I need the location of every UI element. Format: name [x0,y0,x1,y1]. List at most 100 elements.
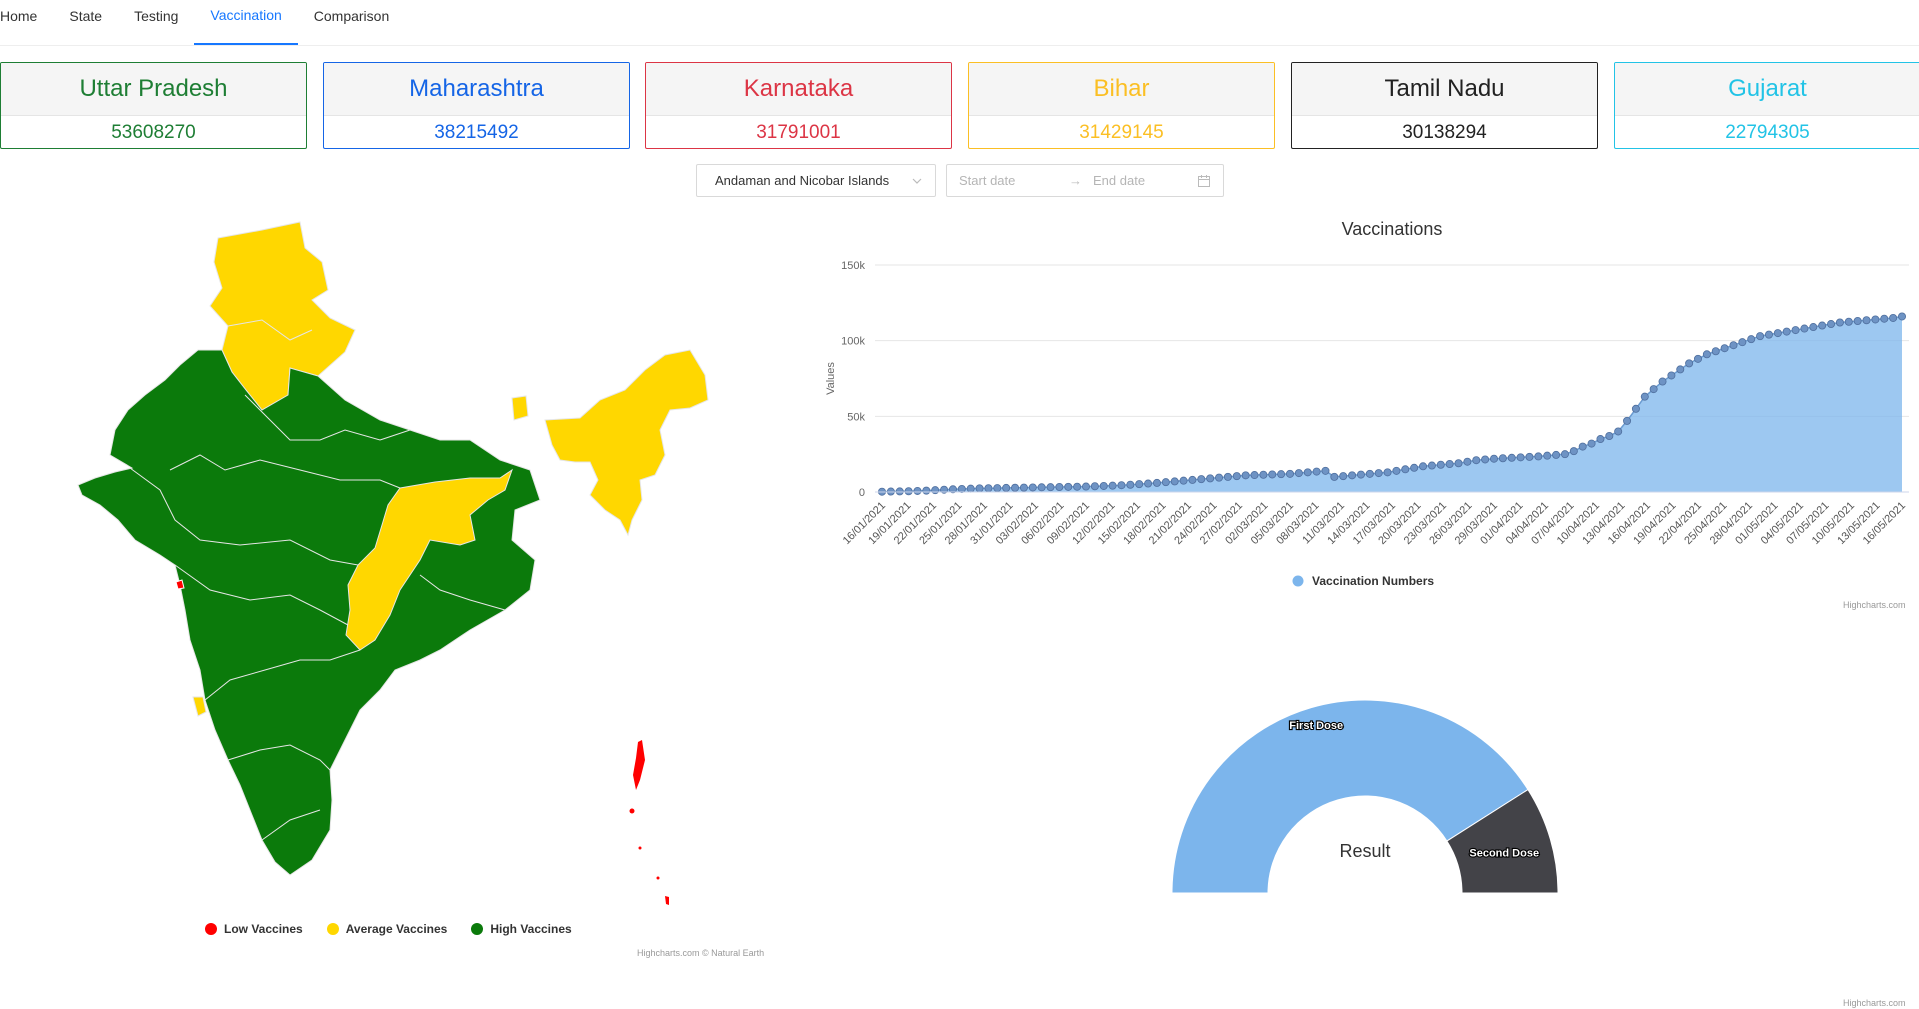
data-point[interactable] [1090,482,1099,491]
date-range-picker[interactable]: Start date → End date [946,164,1224,197]
data-point[interactable] [1525,452,1534,461]
map-region-mainland[interactable] [77,349,541,876]
map-region-andaman[interactable] [633,740,645,790]
data-point[interactable] [1223,472,1232,481]
data-point[interactable] [1552,450,1561,459]
data-point[interactable] [1037,483,1046,492]
data-point[interactable] [1028,483,1037,492]
data-point[interactable] [1108,481,1117,490]
map-legend-item[interactable]: Low Vaccines [205,922,303,936]
data-point[interactable] [1152,478,1161,487]
data-point[interactable] [1126,480,1135,489]
data-point[interactable] [1064,482,1073,491]
data-point[interactable] [1472,456,1481,465]
data-point[interactable] [1676,365,1685,374]
data-point[interactable] [1206,474,1215,483]
data-point[interactable] [1631,404,1640,413]
data-point[interactable] [1161,478,1170,487]
data-point[interactable] [1818,321,1827,330]
data-point[interactable] [1560,450,1569,459]
data-point[interactable] [1436,460,1445,469]
data-point[interactable] [1277,470,1286,479]
map-region-andaman-dot[interactable] [629,808,635,814]
nav-tab-home[interactable]: Home [0,8,38,24]
data-point[interactable] [1410,463,1419,472]
data-point[interactable] [1507,453,1516,462]
data-point[interactable] [1339,472,1348,481]
map-legend-item[interactable]: Average Vaccines [326,922,447,936]
data-point[interactable] [895,487,904,496]
data-point[interactable] [1135,480,1144,489]
map-region-northeast[interactable] [544,349,709,537]
map-legend-item[interactable]: High Vaccines [471,922,572,936]
data-point[interactable] [1578,442,1587,451]
data-point[interactable] [1623,416,1632,425]
data-point[interactable] [1534,452,1543,461]
data-point[interactable] [1596,435,1605,444]
first-dose-slice[interactable] [1171,699,1529,894]
data-point[interactable] [931,486,940,495]
state-card-maharashtra[interactable]: Maharashtra 38215492 [323,62,630,149]
data-point[interactable] [957,484,966,493]
data-point[interactable] [1055,483,1064,492]
data-point[interactable] [1330,472,1339,481]
data-point[interactable] [1729,341,1738,350]
chart-legend-label[interactable]: Vaccination Numbers [1312,574,1434,588]
data-point[interactable] [1383,468,1392,477]
data-point[interactable] [1809,323,1818,332]
nav-tab-vaccination[interactable]: Vaccination [194,0,298,45]
data-point[interactable] [1871,315,1880,324]
data-point[interactable] [1427,461,1436,470]
data-point[interactable] [1764,330,1773,339]
nav-tab-testing[interactable]: Testing [134,8,179,24]
data-point[interactable] [1835,318,1844,327]
data-point[interactable] [1694,354,1703,363]
data-point[interactable] [1232,472,1241,481]
data-point[interactable] [1773,329,1782,338]
data-point[interactable] [1170,477,1179,486]
map-region-nicobar[interactable] [665,896,669,905]
map-region-east-central[interactable] [345,468,513,651]
map-region-goa[interactable] [192,696,207,717]
data-point[interactable] [1880,314,1889,323]
data-point[interactable] [1720,344,1729,353]
state-select[interactable]: Andaman and Nicobar Islands [696,164,936,197]
data-point[interactable] [948,485,957,494]
map-region-sikkim[interactable] [511,395,529,421]
data-point[interactable] [1498,454,1507,463]
data-point[interactable] [1046,483,1055,492]
data-point[interactable] [1898,312,1907,321]
state-card-bihar[interactable]: Bihar 31429145 [968,62,1275,149]
data-point[interactable] [1889,313,1898,322]
nav-tab-state[interactable]: State [69,8,103,24]
data-point[interactable] [1711,347,1720,356]
data-point[interactable] [1685,359,1694,368]
end-date-input[interactable]: End date [1093,173,1146,188]
data-point[interactable] [1321,466,1330,475]
map-region-nicobar-dot-2[interactable] [656,876,660,880]
data-point[interactable] [1702,350,1711,359]
data-point[interactable] [1445,460,1454,469]
data-point[interactable] [1259,470,1268,479]
data-point[interactable] [1073,482,1082,491]
data-point[interactable] [1215,473,1224,482]
second-dose-slice[interactable] [1446,788,1559,894]
data-point[interactable] [1374,469,1383,478]
data-point[interactable] [1356,470,1365,479]
data-point[interactable] [1419,462,1428,471]
data-point[interactable] [1543,451,1552,460]
data-point[interactable] [1827,320,1836,329]
data-point[interactable] [913,486,922,495]
data-point[interactable] [1782,327,1791,336]
data-point[interactable] [1862,316,1871,325]
data-point[interactable] [1605,432,1614,441]
data-point[interactable] [1019,483,1028,492]
data-point[interactable] [1099,481,1108,490]
data-point[interactable] [1853,316,1862,325]
data-point[interactable] [1747,335,1756,344]
data-point[interactable] [1454,459,1463,468]
data-point[interactable] [1250,471,1259,480]
data-point[interactable] [1365,469,1374,478]
state-card-uttar-pradesh[interactable]: Uttar Pradesh 53608270 [0,62,307,149]
map-region-nicobar-dot[interactable] [638,846,642,850]
